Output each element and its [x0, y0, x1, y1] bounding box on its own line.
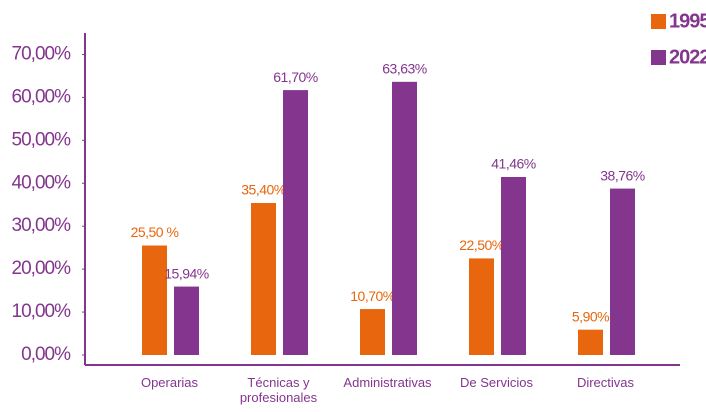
- y-tick-label: 0,00%: [21, 344, 71, 365]
- data-label: 5,90%: [572, 308, 609, 324]
- y-tick-label: 20,00%: [12, 258, 72, 279]
- legend-swatch: [651, 14, 666, 29]
- bar: [578, 329, 603, 355]
- y-tick-label: 40,00%: [12, 172, 72, 193]
- bar: [610, 188, 635, 355]
- legend-swatch: [651, 50, 666, 65]
- x-tick-label: De Servicios: [460, 375, 533, 390]
- data-label: 15,94%: [164, 265, 209, 281]
- y-tick-label: 50,00%: [12, 129, 72, 150]
- bar: [251, 203, 276, 355]
- bar: [501, 176, 526, 355]
- data-label: 35,40%: [241, 182, 286, 198]
- data-label: 22,50%: [459, 237, 504, 253]
- x-tick-label: Administrativas: [343, 375, 432, 390]
- x-tick-label: Técnicas y profesionales: [239, 375, 318, 405]
- legend-label: 2022: [669, 46, 706, 68]
- bar: [392, 81, 417, 356]
- data-label: 61,70%: [273, 69, 318, 85]
- y-tick-label: 30,00%: [12, 215, 72, 236]
- x-tick-label: Directivas: [576, 375, 635, 390]
- data-label: 63,63%: [382, 61, 427, 77]
- bar: [142, 245, 167, 355]
- y-tick-label: 60,00%: [12, 86, 72, 107]
- data-label: 25,50 %: [131, 224, 179, 240]
- bar: [469, 258, 494, 355]
- bar: [360, 309, 385, 355]
- x-tick-label: Operarias: [140, 375, 199, 390]
- data-label: 10,70%: [350, 288, 395, 304]
- bar: [283, 90, 308, 356]
- y-tick-label: 70,00%: [12, 43, 72, 64]
- bar: [174, 286, 199, 355]
- legend-label: 1995: [669, 10, 706, 32]
- y-tick-label: 10,00%: [12, 301, 72, 322]
- data-label: 41,46%: [491, 156, 536, 172]
- data-label: 38,76%: [600, 167, 645, 183]
